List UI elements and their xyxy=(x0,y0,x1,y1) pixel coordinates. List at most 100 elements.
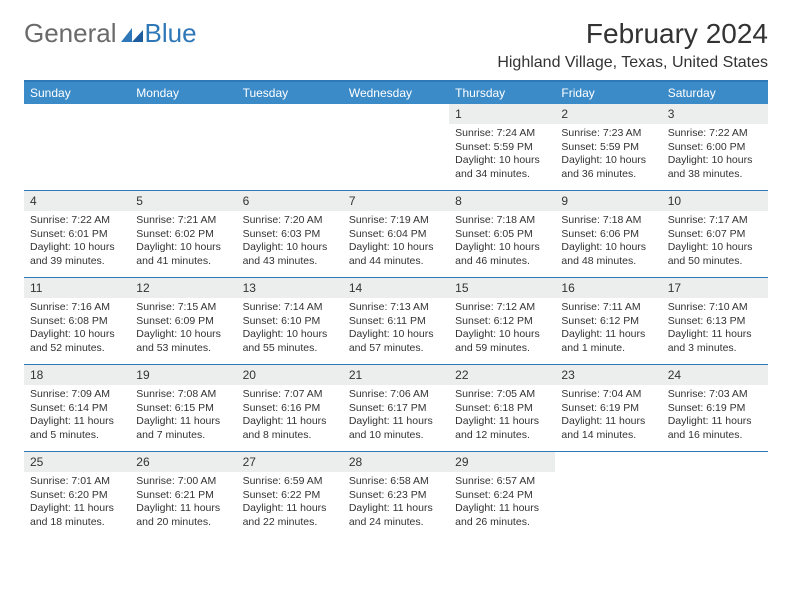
day-body: Sunrise: 7:14 AMSunset: 6:10 PMDaylight:… xyxy=(237,298,343,362)
day-number: 21 xyxy=(343,365,449,385)
dow-5: Friday xyxy=(555,82,661,104)
day-body: Sunrise: 7:13 AMSunset: 6:11 PMDaylight:… xyxy=(343,298,449,362)
day-cell: 28Sunrise: 6:58 AMSunset: 6:23 PMDayligh… xyxy=(343,452,449,538)
day-number: 1 xyxy=(449,104,555,124)
month-title: February 2024 xyxy=(497,18,768,50)
day-body: Sunrise: 7:21 AMSunset: 6:02 PMDaylight:… xyxy=(130,211,236,275)
day-cell: 4Sunrise: 7:22 AMSunset: 6:01 PMDaylight… xyxy=(24,191,130,277)
day-number: 23 xyxy=(555,365,661,385)
day-number: 14 xyxy=(343,278,449,298)
day-body: Sunrise: 7:03 AMSunset: 6:19 PMDaylight:… xyxy=(662,385,768,449)
day-cell: 29Sunrise: 6:57 AMSunset: 6:24 PMDayligh… xyxy=(449,452,555,538)
day-number: 8 xyxy=(449,191,555,211)
day-body: Sunrise: 7:18 AMSunset: 6:05 PMDaylight:… xyxy=(449,211,555,275)
title-block: February 2024 Highland Village, Texas, U… xyxy=(497,18,768,72)
day-number: 27 xyxy=(237,452,343,472)
day-cell: 9Sunrise: 7:18 AMSunset: 6:06 PMDaylight… xyxy=(555,191,661,277)
day-number: 12 xyxy=(130,278,236,298)
day-cell: 5Sunrise: 7:21 AMSunset: 6:02 PMDaylight… xyxy=(130,191,236,277)
dow-0: Sunday xyxy=(24,82,130,104)
day-body: Sunrise: 7:19 AMSunset: 6:04 PMDaylight:… xyxy=(343,211,449,275)
day-cell xyxy=(343,104,449,190)
day-number: 20 xyxy=(237,365,343,385)
dow-2: Tuesday xyxy=(237,82,343,104)
day-body: Sunrise: 7:12 AMSunset: 6:12 PMDaylight:… xyxy=(449,298,555,362)
day-body: Sunrise: 7:16 AMSunset: 6:08 PMDaylight:… xyxy=(24,298,130,362)
day-cell: 14Sunrise: 7:13 AMSunset: 6:11 PMDayligh… xyxy=(343,278,449,364)
day-number: 19 xyxy=(130,365,236,385)
day-cell: 12Sunrise: 7:15 AMSunset: 6:09 PMDayligh… xyxy=(130,278,236,364)
day-cell: 24Sunrise: 7:03 AMSunset: 6:19 PMDayligh… xyxy=(662,365,768,451)
day-cell: 3Sunrise: 7:22 AMSunset: 6:00 PMDaylight… xyxy=(662,104,768,190)
day-body: Sunrise: 7:23 AMSunset: 5:59 PMDaylight:… xyxy=(555,124,661,188)
day-cell: 13Sunrise: 7:14 AMSunset: 6:10 PMDayligh… xyxy=(237,278,343,364)
day-body: Sunrise: 7:11 AMSunset: 6:12 PMDaylight:… xyxy=(555,298,661,362)
day-cell: 7Sunrise: 7:19 AMSunset: 6:04 PMDaylight… xyxy=(343,191,449,277)
day-number: 2 xyxy=(555,104,661,124)
day-body: Sunrise: 6:57 AMSunset: 6:24 PMDaylight:… xyxy=(449,472,555,536)
brand-part2: Blue xyxy=(145,18,197,49)
day-body: Sunrise: 7:17 AMSunset: 6:07 PMDaylight:… xyxy=(662,211,768,275)
day-body: Sunrise: 7:05 AMSunset: 6:18 PMDaylight:… xyxy=(449,385,555,449)
day-cell: 1Sunrise: 7:24 AMSunset: 5:59 PMDaylight… xyxy=(449,104,555,190)
week-row: 4Sunrise: 7:22 AMSunset: 6:01 PMDaylight… xyxy=(24,190,768,277)
day-number: 6 xyxy=(237,191,343,211)
day-cell: 27Sunrise: 6:59 AMSunset: 6:22 PMDayligh… xyxy=(237,452,343,538)
day-number: 22 xyxy=(449,365,555,385)
day-body: Sunrise: 7:00 AMSunset: 6:21 PMDaylight:… xyxy=(130,472,236,536)
day-number: 4 xyxy=(24,191,130,211)
day-cell xyxy=(555,452,661,538)
day-cell xyxy=(237,104,343,190)
day-cell: 26Sunrise: 7:00 AMSunset: 6:21 PMDayligh… xyxy=(130,452,236,538)
day-number: 16 xyxy=(555,278,661,298)
day-number: 7 xyxy=(343,191,449,211)
day-body: Sunrise: 7:22 AMSunset: 6:01 PMDaylight:… xyxy=(24,211,130,275)
day-body: Sunrise: 7:20 AMSunset: 6:03 PMDaylight:… xyxy=(237,211,343,275)
weeks-container: 1Sunrise: 7:24 AMSunset: 5:59 PMDaylight… xyxy=(24,104,768,538)
day-cell: 11Sunrise: 7:16 AMSunset: 6:08 PMDayligh… xyxy=(24,278,130,364)
day-body: Sunrise: 7:08 AMSunset: 6:15 PMDaylight:… xyxy=(130,385,236,449)
dow-3: Wednesday xyxy=(343,82,449,104)
day-cell: 21Sunrise: 7:06 AMSunset: 6:17 PMDayligh… xyxy=(343,365,449,451)
day-number: 11 xyxy=(24,278,130,298)
calendar: SundayMondayTuesdayWednesdayThursdayFrid… xyxy=(24,80,768,538)
day-number: 3 xyxy=(662,104,768,124)
dow-row: SundayMondayTuesdayWednesdayThursdayFrid… xyxy=(24,82,768,104)
week-row: 1Sunrise: 7:24 AMSunset: 5:59 PMDaylight… xyxy=(24,104,768,190)
day-cell: 22Sunrise: 7:05 AMSunset: 6:18 PMDayligh… xyxy=(449,365,555,451)
day-cell: 18Sunrise: 7:09 AMSunset: 6:14 PMDayligh… xyxy=(24,365,130,451)
brand-logo: General Blue xyxy=(24,18,197,49)
brand-part1: General xyxy=(24,18,117,49)
dow-1: Monday xyxy=(130,82,236,104)
day-cell xyxy=(24,104,130,190)
day-number: 17 xyxy=(662,278,768,298)
day-number: 28 xyxy=(343,452,449,472)
day-body: Sunrise: 6:58 AMSunset: 6:23 PMDaylight:… xyxy=(343,472,449,536)
day-cell: 17Sunrise: 7:10 AMSunset: 6:13 PMDayligh… xyxy=(662,278,768,364)
day-cell: 10Sunrise: 7:17 AMSunset: 6:07 PMDayligh… xyxy=(662,191,768,277)
day-number: 9 xyxy=(555,191,661,211)
day-cell: 6Sunrise: 7:20 AMSunset: 6:03 PMDaylight… xyxy=(237,191,343,277)
day-number: 26 xyxy=(130,452,236,472)
day-cell: 15Sunrise: 7:12 AMSunset: 6:12 PMDayligh… xyxy=(449,278,555,364)
brand-mark-icon xyxy=(121,18,143,34)
day-body: Sunrise: 7:01 AMSunset: 6:20 PMDaylight:… xyxy=(24,472,130,536)
day-number: 13 xyxy=(237,278,343,298)
day-body: Sunrise: 7:04 AMSunset: 6:19 PMDaylight:… xyxy=(555,385,661,449)
day-body: Sunrise: 7:06 AMSunset: 6:17 PMDaylight:… xyxy=(343,385,449,449)
day-body: Sunrise: 7:15 AMSunset: 6:09 PMDaylight:… xyxy=(130,298,236,362)
day-body: Sunrise: 7:18 AMSunset: 6:06 PMDaylight:… xyxy=(555,211,661,275)
day-cell: 8Sunrise: 7:18 AMSunset: 6:05 PMDaylight… xyxy=(449,191,555,277)
day-body: Sunrise: 7:09 AMSunset: 6:14 PMDaylight:… xyxy=(24,385,130,449)
day-number: 10 xyxy=(662,191,768,211)
week-row: 11Sunrise: 7:16 AMSunset: 6:08 PMDayligh… xyxy=(24,277,768,364)
day-number: 25 xyxy=(24,452,130,472)
day-cell: 16Sunrise: 7:11 AMSunset: 6:12 PMDayligh… xyxy=(555,278,661,364)
location: Highland Village, Texas, United States xyxy=(497,54,768,72)
day-body: Sunrise: 7:07 AMSunset: 6:16 PMDaylight:… xyxy=(237,385,343,449)
day-cell xyxy=(130,104,236,190)
day-cell: 19Sunrise: 7:08 AMSunset: 6:15 PMDayligh… xyxy=(130,365,236,451)
header: General Blue February 2024 Highland Vill… xyxy=(24,18,768,72)
day-body: Sunrise: 7:22 AMSunset: 6:00 PMDaylight:… xyxy=(662,124,768,188)
day-cell: 20Sunrise: 7:07 AMSunset: 6:16 PMDayligh… xyxy=(237,365,343,451)
